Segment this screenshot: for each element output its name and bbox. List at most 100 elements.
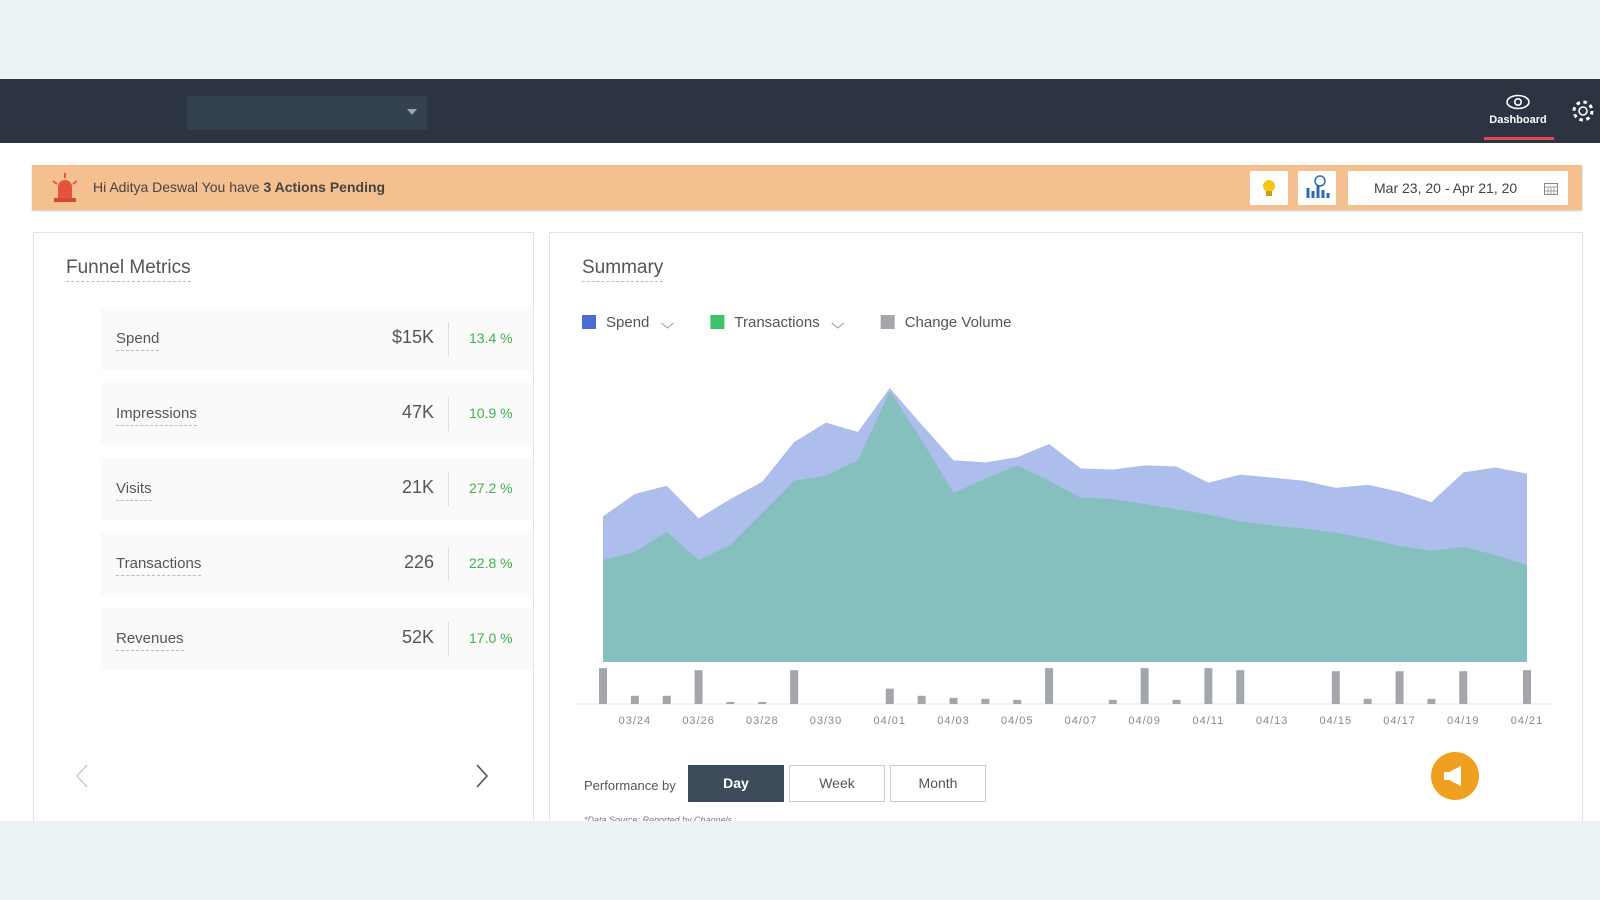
metric-row[interactable]: Visits 21K 27.2 % xyxy=(100,458,533,520)
dropdown[interactable] xyxy=(187,96,427,130)
volume-bar xyxy=(885,688,894,704)
chart: Spend Transactions Change Volume 03/24 03/26… xyxy=(578,314,1552,727)
volume-bar xyxy=(1363,698,1372,704)
summary-card: Summary Spend Transactions Change Volume 03… xyxy=(549,232,1583,834)
area xyxy=(603,391,1527,662)
volume-bar xyxy=(1523,670,1531,704)
dashboard-tab[interactable]: Dashboard xyxy=(1480,91,1556,143)
legend-chevron[interactable] xyxy=(831,322,845,329)
x-tick-label: 04/07 xyxy=(1065,715,1098,727)
volume-bar xyxy=(1395,671,1404,704)
volume-bar xyxy=(599,668,607,704)
date-picker[interactable]: Mar 23, 20 - Apr 21, 20 xyxy=(1348,171,1568,205)
metric-row[interactable]: Transactions 226 22.8 % xyxy=(100,533,533,595)
period-button[interactable]: Month xyxy=(890,765,986,802)
metric-row[interactable]: Spend $15K 13.4 % xyxy=(100,308,533,370)
volume-bar xyxy=(917,695,926,704)
volume-bar xyxy=(1013,699,1022,704)
legend-label[interactable]: Spend xyxy=(606,314,649,331)
x-tick-label: 03/26 xyxy=(682,715,715,727)
metric-label: Spend xyxy=(116,330,160,351)
legend-swatch[interactable] xyxy=(582,315,596,329)
alert-icon xyxy=(52,173,78,202)
volume-bar xyxy=(1236,670,1245,704)
metric-row[interactable]: Impressions 47K 10.9 % xyxy=(100,383,533,445)
metric-label: Impressions xyxy=(116,405,197,426)
banner: Hi Aditya Deswal You have 3 Actions Pend… xyxy=(32,165,1582,210)
prev-arrow[interactable] xyxy=(74,763,90,789)
volume-bar xyxy=(726,701,735,704)
metric-change: 27.2 % xyxy=(469,480,513,496)
metric-label: Visits xyxy=(116,480,152,501)
metric-value: $15K xyxy=(391,327,434,347)
volume-bar xyxy=(1459,671,1468,704)
divider xyxy=(448,547,449,581)
announce-button[interactable] xyxy=(1430,751,1480,801)
period-button[interactable]: Day xyxy=(688,765,784,802)
divider xyxy=(448,397,449,431)
divider xyxy=(448,622,449,656)
legend-chevron[interactable] xyxy=(661,322,674,329)
x-tick-label: 03/30 xyxy=(810,715,843,727)
area xyxy=(603,388,1527,662)
next-arrow[interactable] xyxy=(474,763,490,789)
x-tick-label: 03/28 xyxy=(746,715,779,727)
metric-row[interactable]: Revenues 52K 17.0 % xyxy=(100,608,533,670)
performance-label: Performance by xyxy=(584,778,676,793)
x-tick-label: 04/03 xyxy=(937,715,970,727)
metric-value: 226 xyxy=(403,552,434,572)
actions-pending[interactable]: 3 Actions Pending xyxy=(263,179,386,195)
footnote: *Data Source: Reported by Channels xyxy=(584,815,733,825)
x-tick-label: 04/01 xyxy=(873,715,906,727)
volume-bar xyxy=(662,695,671,704)
period-button[interactable]: Week xyxy=(789,765,885,802)
x-tick-label: 04/13 xyxy=(1256,715,1289,727)
volume-bar xyxy=(1204,668,1213,704)
tab-label: Dashboard xyxy=(1489,114,1547,126)
legend-swatch[interactable] xyxy=(880,315,895,329)
metric-value: 21K xyxy=(401,477,434,497)
volume-bar xyxy=(758,701,767,704)
report-button[interactable] xyxy=(1298,171,1336,205)
metric-change: 22.8 % xyxy=(469,555,513,571)
volume-bar xyxy=(1427,698,1436,704)
x-tick-label: 04/17 xyxy=(1383,715,1416,727)
metric-change: 17.0 % xyxy=(469,630,513,646)
greeting: Hi Aditya Deswal You have xyxy=(93,179,260,195)
x-tick-label: 03/24 xyxy=(619,715,652,727)
volume-bar xyxy=(1108,699,1117,704)
x-tick-label: 04/15 xyxy=(1320,715,1353,727)
top-band xyxy=(0,0,1600,79)
volume-bar xyxy=(694,670,703,704)
x-tick-label: 04/21 xyxy=(1511,715,1544,727)
divider xyxy=(448,472,449,506)
summary-title: Summary xyxy=(582,257,664,282)
volume-bar xyxy=(1045,668,1054,704)
volume-bar xyxy=(790,670,799,704)
x-tick-label: 04/11 xyxy=(1193,715,1225,727)
tab-underline xyxy=(1484,137,1554,140)
volume-bar xyxy=(1140,668,1149,704)
metric-value: 47K xyxy=(401,402,434,422)
metric-label: Revenues xyxy=(116,630,184,651)
volume-bar xyxy=(981,698,990,704)
metric-change: 13.4 % xyxy=(469,330,513,346)
settings-icon[interactable] xyxy=(1570,98,1596,124)
legend-label[interactable]: Transactions xyxy=(734,314,819,331)
x-tick-label: 04/09 xyxy=(1128,715,1161,727)
funnel-title: Funnel Metrics xyxy=(66,257,191,282)
nav-bar: Dashboard xyxy=(0,79,1600,143)
legend-swatch[interactable] xyxy=(710,315,725,329)
metric-label: Transactions xyxy=(116,555,202,576)
divider xyxy=(448,322,449,356)
date-range: Mar 23, 20 - Apr 21, 20 xyxy=(1374,180,1518,196)
volume-bar xyxy=(949,697,958,704)
x-tick-label: 04/05 xyxy=(1001,715,1034,727)
legend-label[interactable]: Change Volume xyxy=(905,314,1012,331)
insights-button[interactable] xyxy=(1250,171,1288,205)
volume-bar xyxy=(630,695,639,704)
volume-bar xyxy=(1331,671,1340,704)
metric-change: 10.9 % xyxy=(469,405,513,421)
funnel-card: Funnel Metrics Spend $15K 13.4 % Impression… xyxy=(33,232,534,834)
